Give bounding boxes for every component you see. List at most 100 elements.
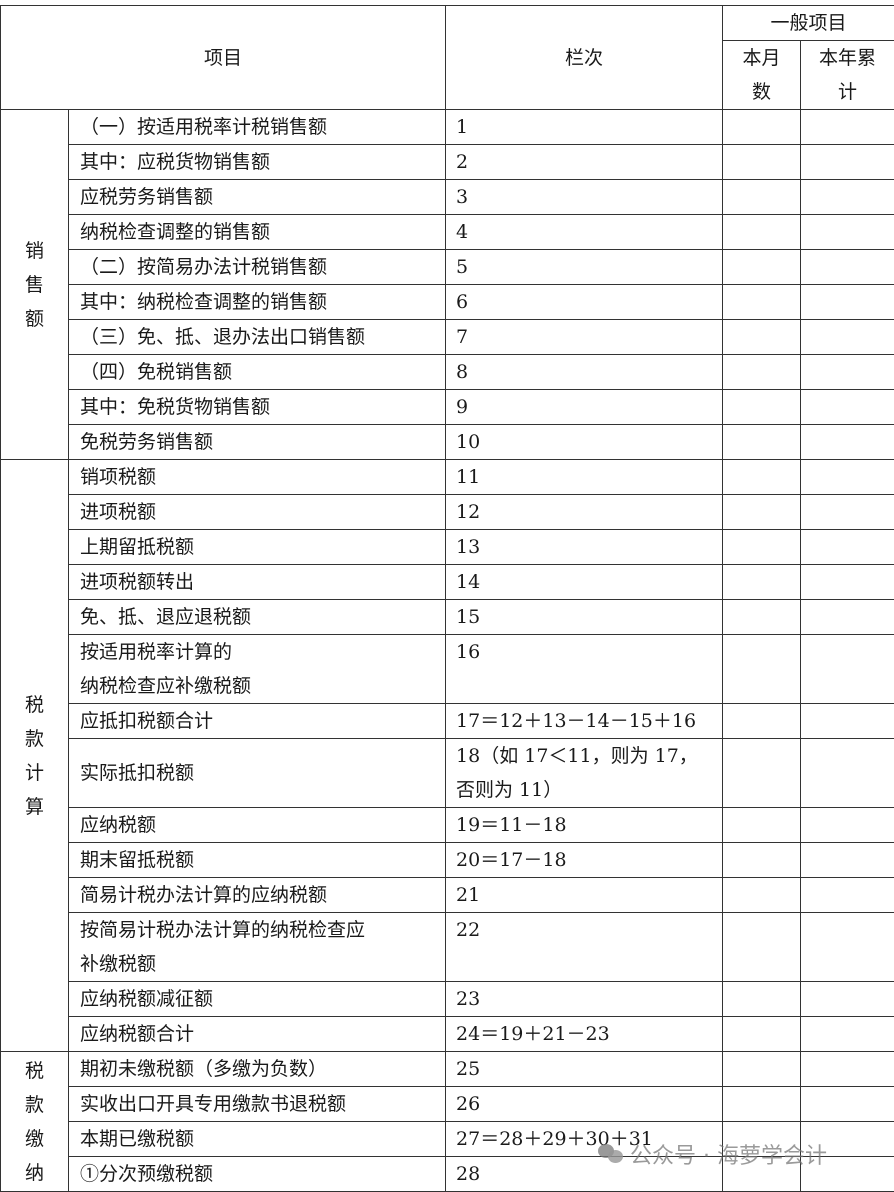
year-total-cell[interactable] xyxy=(801,145,894,180)
this-month-cell[interactable] xyxy=(723,390,801,425)
this-month-cell[interactable] xyxy=(723,215,801,250)
this-month-cell[interactable] xyxy=(723,982,801,1017)
this-month-cell[interactable] xyxy=(723,425,801,460)
item-label: 销项税额 xyxy=(69,460,446,495)
year-total-cell[interactable] xyxy=(801,320,894,355)
line-number: 3 xyxy=(446,180,723,215)
item-label: 按适用税率计算的 纳税检查应补缴税额 xyxy=(69,635,446,704)
this-month-cell[interactable] xyxy=(723,704,801,739)
wechat-icon xyxy=(598,1144,624,1164)
year-total-cell[interactable] xyxy=(801,704,894,739)
item-label: 免税劳务销售额 xyxy=(69,425,446,460)
this-month-cell[interactable] xyxy=(723,460,801,495)
item-label: 实际抵扣税额 xyxy=(69,739,446,808)
year-total-cell[interactable] xyxy=(801,390,894,425)
year-total-cell[interactable] xyxy=(801,1087,894,1122)
this-month-cell[interactable] xyxy=(723,355,801,390)
this-month-cell[interactable] xyxy=(723,565,801,600)
line-number: 21 xyxy=(446,878,723,913)
header-this-month-cell: 本月数 xyxy=(723,41,801,110)
this-month-cell[interactable] xyxy=(723,843,801,878)
this-month-cell[interactable] xyxy=(723,495,801,530)
this-month-cell[interactable] xyxy=(723,913,801,982)
year-total-cell[interactable] xyxy=(801,425,894,460)
item-label: 上期留抵税额 xyxy=(69,530,446,565)
line-number: 8 xyxy=(446,355,723,390)
year-total-cell[interactable] xyxy=(801,739,894,808)
this-month-cell[interactable] xyxy=(723,250,801,285)
line-number: 25 xyxy=(446,1052,723,1087)
year-total-cell[interactable] xyxy=(801,110,894,145)
this-month-cell[interactable] xyxy=(723,530,801,565)
this-month-cell[interactable] xyxy=(723,739,801,808)
this-month-cell[interactable] xyxy=(723,110,801,145)
line-number: 10 xyxy=(446,425,723,460)
this-month-cell[interactable] xyxy=(723,600,801,635)
year-total-cell[interactable] xyxy=(801,600,894,635)
this-month-cell[interactable] xyxy=(723,145,801,180)
year-total-cell[interactable] xyxy=(801,530,894,565)
year-total-cell[interactable] xyxy=(801,982,894,1017)
year-total-cell[interactable] xyxy=(801,913,894,982)
year-total-cell[interactable] xyxy=(801,285,894,320)
line-number: 15 xyxy=(446,600,723,635)
this-month-cell[interactable] xyxy=(723,180,801,215)
this-month-cell[interactable] xyxy=(723,1017,801,1052)
line-number: 6 xyxy=(446,285,723,320)
item-label: 期初未缴税额（多缴为负数） xyxy=(69,1052,446,1087)
item-label: 纳税检查调整的销售额 xyxy=(69,215,446,250)
category-cell: 税款缴纳 xyxy=(1,1052,69,1192)
year-total-cell[interactable] xyxy=(801,495,894,530)
year-total-cell[interactable] xyxy=(801,250,894,285)
this-month-cell[interactable] xyxy=(723,285,801,320)
year-total-cell[interactable] xyxy=(801,215,894,250)
line-number: 9 xyxy=(446,390,723,425)
line-number: 7 xyxy=(446,320,723,355)
item-label: 进项税额 xyxy=(69,495,446,530)
year-total-cell[interactable] xyxy=(801,460,894,495)
this-month-cell[interactable] xyxy=(723,1087,801,1122)
year-total-cell[interactable] xyxy=(801,878,894,913)
this-month-cell[interactable] xyxy=(723,1052,801,1087)
this-month-cell[interactable] xyxy=(723,635,801,704)
year-total-cell[interactable] xyxy=(801,635,894,704)
header-year-total-line1: 本年累 xyxy=(801,41,894,75)
line-number: 14 xyxy=(446,565,723,600)
line-number: 4 xyxy=(446,215,723,250)
header-year-total-line2: 计 xyxy=(801,75,894,109)
this-month-cell[interactable] xyxy=(723,878,801,913)
item-label: 应抵扣税额合计 xyxy=(69,704,446,739)
watermark-text: 公众号 · 海萝学会计 xyxy=(630,1138,827,1170)
year-total-cell[interactable] xyxy=(801,808,894,843)
item-label: 应税劳务销售额 xyxy=(69,180,446,215)
line-number: 23 xyxy=(446,982,723,1017)
year-total-cell[interactable] xyxy=(801,565,894,600)
item-label: 期末留抵税额 xyxy=(69,843,446,878)
header-line: 栏次 xyxy=(446,6,723,110)
watermark: 公众号 · 海萝学会计 xyxy=(598,1138,827,1170)
year-total-cell[interactable] xyxy=(801,180,894,215)
year-total-cell[interactable] xyxy=(801,355,894,390)
line-number: 13 xyxy=(446,530,723,565)
category-label: 税款缴纳 xyxy=(25,1054,45,1190)
this-month-cell[interactable] xyxy=(723,320,801,355)
item-label: 本期已缴税额 xyxy=(69,1122,446,1157)
year-total-cell[interactable] xyxy=(801,1017,894,1052)
this-month-cell[interactable] xyxy=(723,808,801,843)
year-total-cell[interactable] xyxy=(801,1052,894,1087)
year-total-cell[interactable] xyxy=(801,843,894,878)
